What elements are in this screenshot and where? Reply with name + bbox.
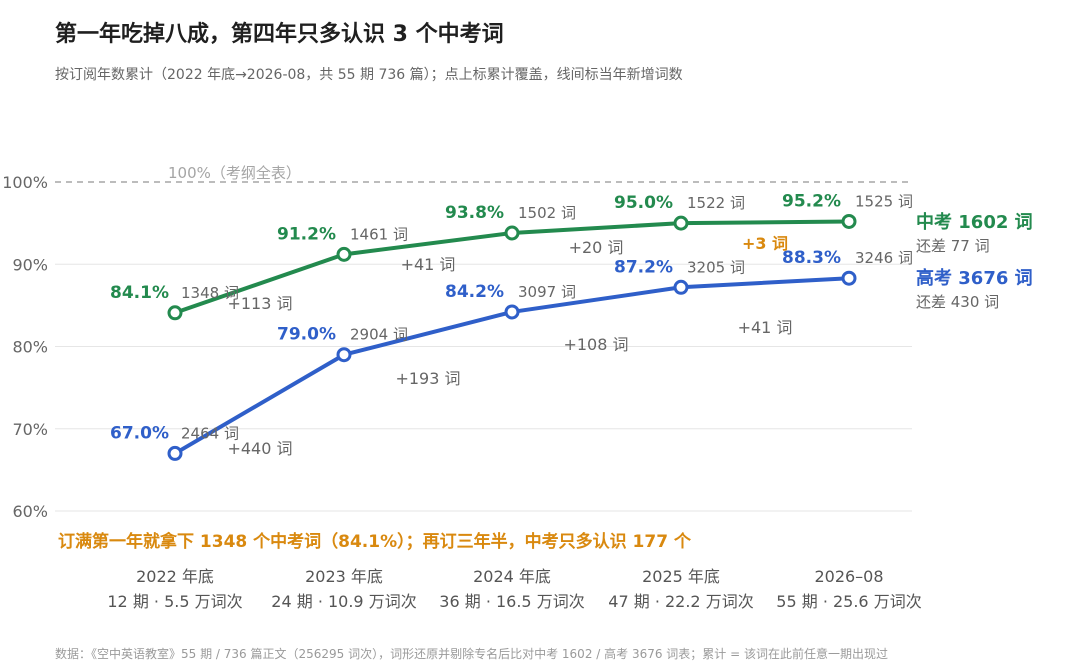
y-tick-label: 60% <box>12 502 48 521</box>
gaokao-end-label: 高考 3676 词 <box>916 267 1033 289</box>
gaokao-point <box>336 347 352 363</box>
gaokao-word-label: 3246 词 <box>855 249 913 267</box>
x-tick-sublabel: 55 期 · 25.6 万词次 <box>776 592 921 611</box>
x-tick-sublabel: 24 期 · 10.9 万词次 <box>271 592 416 611</box>
gaokao-pct-label: 67.0% <box>110 423 169 443</box>
page-title: 第一年吃掉八成，第四年只多认识 3 个中考词 <box>55 22 504 47</box>
gaokao-increment-label: +193 词 <box>395 369 460 388</box>
gaokao-point <box>504 304 520 320</box>
zhongkao-end-sublabel: 还差 77 词 <box>916 237 990 255</box>
zhongkao-pct-label: 84.1% <box>110 283 169 303</box>
gaokao-pct-label: 79.0% <box>277 325 336 345</box>
zhongkao-point <box>673 215 689 231</box>
zhongkao-increment-label: +3 词 <box>742 234 788 253</box>
x-tick-label: 2024 年底 <box>473 567 551 586</box>
y-tick-label: 90% <box>12 255 48 274</box>
data-source-note: 数据：《空中英语教室》55 期 / 736 篇正文（256295 词次），词形还… <box>55 647 888 661</box>
zhongkao-point <box>504 225 520 241</box>
gaokao-end-sublabel: 还差 430 词 <box>916 293 999 311</box>
gaokao-increment-label: +108 词 <box>563 335 628 354</box>
gaokao-word-label: 2464 词 <box>181 424 239 442</box>
coverage-line-chart: 60% 70% 80% 90% 100% 100%（考纲全表） 2022 年底 12 期 · … <box>2 164 1033 611</box>
zhongkao-increment-label: +113 词 <box>227 294 292 313</box>
x-tick-label: 2026–08 <box>814 567 883 586</box>
zhongkao-pct-label: 95.2% <box>782 191 841 211</box>
x-tick-label: 2025 年底 <box>642 567 720 586</box>
zhongkao-pct-label: 91.2% <box>277 224 336 244</box>
gaokao-increment-label: +41 词 <box>738 318 793 337</box>
zhongkao-word-label: 1525 词 <box>855 192 913 210</box>
x-tick-label: 2023 年底 <box>305 567 383 586</box>
x-tick-label: 2022 年底 <box>136 567 214 586</box>
gaokao-point <box>167 445 183 461</box>
zhongkao-pct-label: 93.8% <box>445 203 504 223</box>
zhongkao-increment-label: +20 词 <box>569 238 624 257</box>
gaokao-point <box>841 270 857 286</box>
page-subtitle: 按订阅年数累计（2022 年底→2026-08，共 55 期 736 篇）；点上… <box>55 67 683 83</box>
gaokao-word-label: 2904 词 <box>350 326 408 344</box>
zhongkao-word-label: 1461 词 <box>350 225 408 243</box>
gaokao-word-label: 3097 词 <box>518 283 576 301</box>
y-tick-label: 100% <box>2 173 48 192</box>
zhongkao-increment-label: +41 词 <box>401 255 456 274</box>
zhongkao-word-label: 1348 词 <box>181 284 239 302</box>
zhongkao-point <box>167 305 183 321</box>
x-tick-sublabel: 47 期 · 22.2 万词次 <box>608 592 753 611</box>
zhongkao-point <box>336 246 352 262</box>
y-tick-label: 70% <box>12 420 48 439</box>
gaokao-pct-label: 87.2% <box>614 257 673 277</box>
zhongkao-end-label: 中考 1602 词 <box>916 211 1033 233</box>
gaokao-point <box>673 279 689 295</box>
reference-label: 100%（考纲全表） <box>168 164 301 182</box>
y-tick-label: 80% <box>12 338 48 357</box>
zhongkao-pct-label: 95.0% <box>614 193 673 213</box>
zhongkao-word-label: 1502 词 <box>518 204 576 222</box>
key-annotation: 订满第一年就拿下 1348 个中考词（84.1%）；再订三年半，中考只多认识 1… <box>58 531 692 552</box>
gaokao-pct-label: 84.2% <box>445 282 504 302</box>
x-tick-sublabel: 12 期 · 5.5 万词次 <box>107 592 242 611</box>
gaokao-increment-label: +440 词 <box>227 439 292 458</box>
gaokao-word-label: 3205 词 <box>687 258 745 276</box>
zhongkao-point <box>841 213 857 229</box>
zhongkao-word-label: 1522 词 <box>687 194 745 212</box>
gaokao-pct-label: 88.3% <box>782 248 841 268</box>
x-tick-sublabel: 36 期 · 16.5 万词次 <box>439 592 584 611</box>
